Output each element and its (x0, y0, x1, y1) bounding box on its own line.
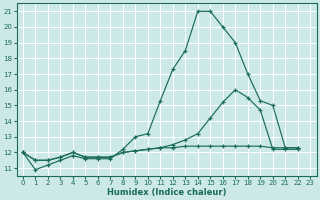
X-axis label: Humidex (Indice chaleur): Humidex (Indice chaleur) (107, 188, 226, 197)
